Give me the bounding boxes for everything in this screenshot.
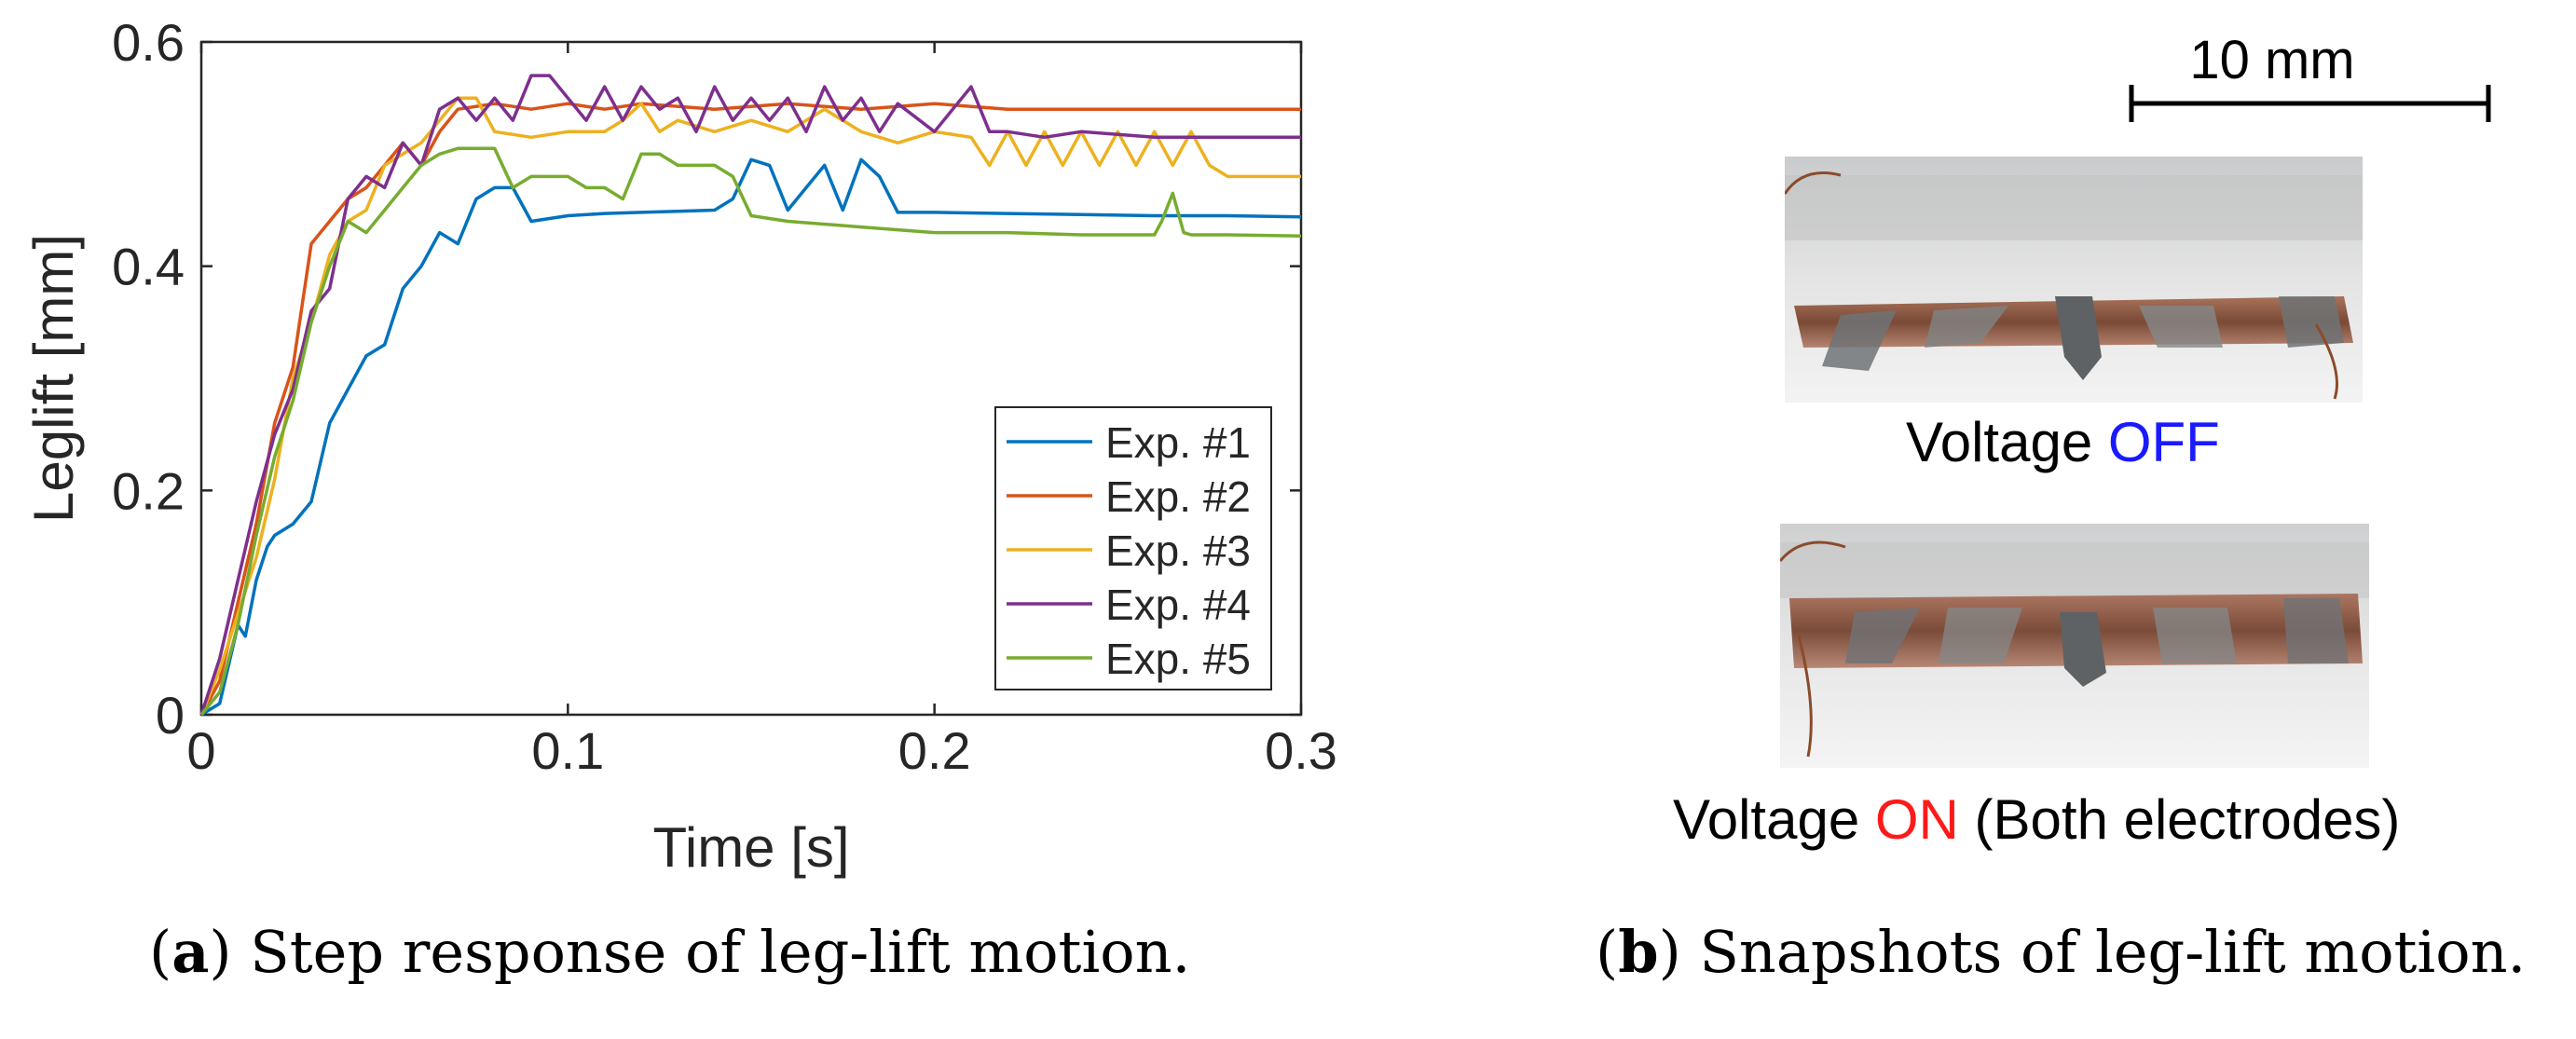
x-axis-label: Time [s] — [652, 816, 849, 879]
scale-bar-label: 10 mm — [2189, 30, 2354, 90]
series-line-exp-5 — [199, 146, 1302, 717]
y-tick-label: 0.6 — [112, 13, 185, 72]
legend-label: Exp. #2 — [1105, 472, 1251, 521]
axis-tick-labels: 0 0.1 0.2 0.3 0 0.2 0.4 0.6 — [112, 13, 1337, 780]
legend: Exp. #1 Exp. #2 Exp. #3 Exp. #4 Exp. #5 — [994, 406, 1272, 690]
legend-label: Exp. #5 — [1105, 635, 1251, 683]
voltage-off-prefix: Voltage — [1906, 411, 2108, 473]
scale-bar: 10 mm — [2129, 30, 2491, 122]
y-tick-label: 0.4 — [112, 238, 185, 296]
caption-b-open: ( — [1596, 918, 1619, 986]
caption-b-text: ) Snapshots of leg-lift motion. — [1658, 918, 2527, 986]
series-line-exp-1 — [200, 157, 1302, 717]
snapshot-voltage-off-image — [1785, 157, 2363, 403]
voltage-off-state: OFF — [2107, 411, 2220, 473]
caption-a: (a) Step response of leg-lift motion. — [149, 918, 1190, 986]
x-tick-label: 0 — [186, 721, 215, 780]
y-tick-label: 0 — [156, 686, 185, 745]
voltage-on-state: ON — [1874, 788, 1959, 851]
voltage-on-label: Voltage ON (Both electrodes) — [1673, 787, 2400, 852]
x-tick-label: 0.1 — [531, 721, 604, 780]
voltage-on-suffix: (Both electrodes) — [1958, 788, 2401, 851]
x-tick-label: 0.2 — [898, 721, 971, 780]
caption-a-open: ( — [149, 918, 172, 986]
legend-label: Exp. #4 — [1105, 581, 1251, 629]
series-lines — [199, 74, 1302, 717]
caption-a-letter: a — [171, 918, 210, 986]
legend-label: Exp. #1 — [1105, 418, 1251, 467]
caption-a-text: ) Step response of leg-lift motion. — [209, 918, 1191, 986]
voltage-off-label: Voltage OFF — [1906, 410, 2220, 474]
y-axis-label: Leglift [mm] — [22, 234, 85, 523]
snapshot-voltage-on-image — [1780, 524, 2369, 768]
x-tick-label: 0.3 — [1265, 721, 1337, 780]
series-line-exp-2 — [199, 102, 1301, 716]
voltage-on-prefix: Voltage — [1673, 788, 1875, 851]
y-tick-label: 0.2 — [112, 461, 185, 520]
series-line-exp-4 — [199, 74, 1301, 716]
legend-label: Exp. #3 — [1105, 526, 1251, 575]
caption-b-letter: b — [1618, 918, 1659, 986]
caption-b: (b) Snapshots of leg-lift motion. — [1596, 918, 2526, 986]
